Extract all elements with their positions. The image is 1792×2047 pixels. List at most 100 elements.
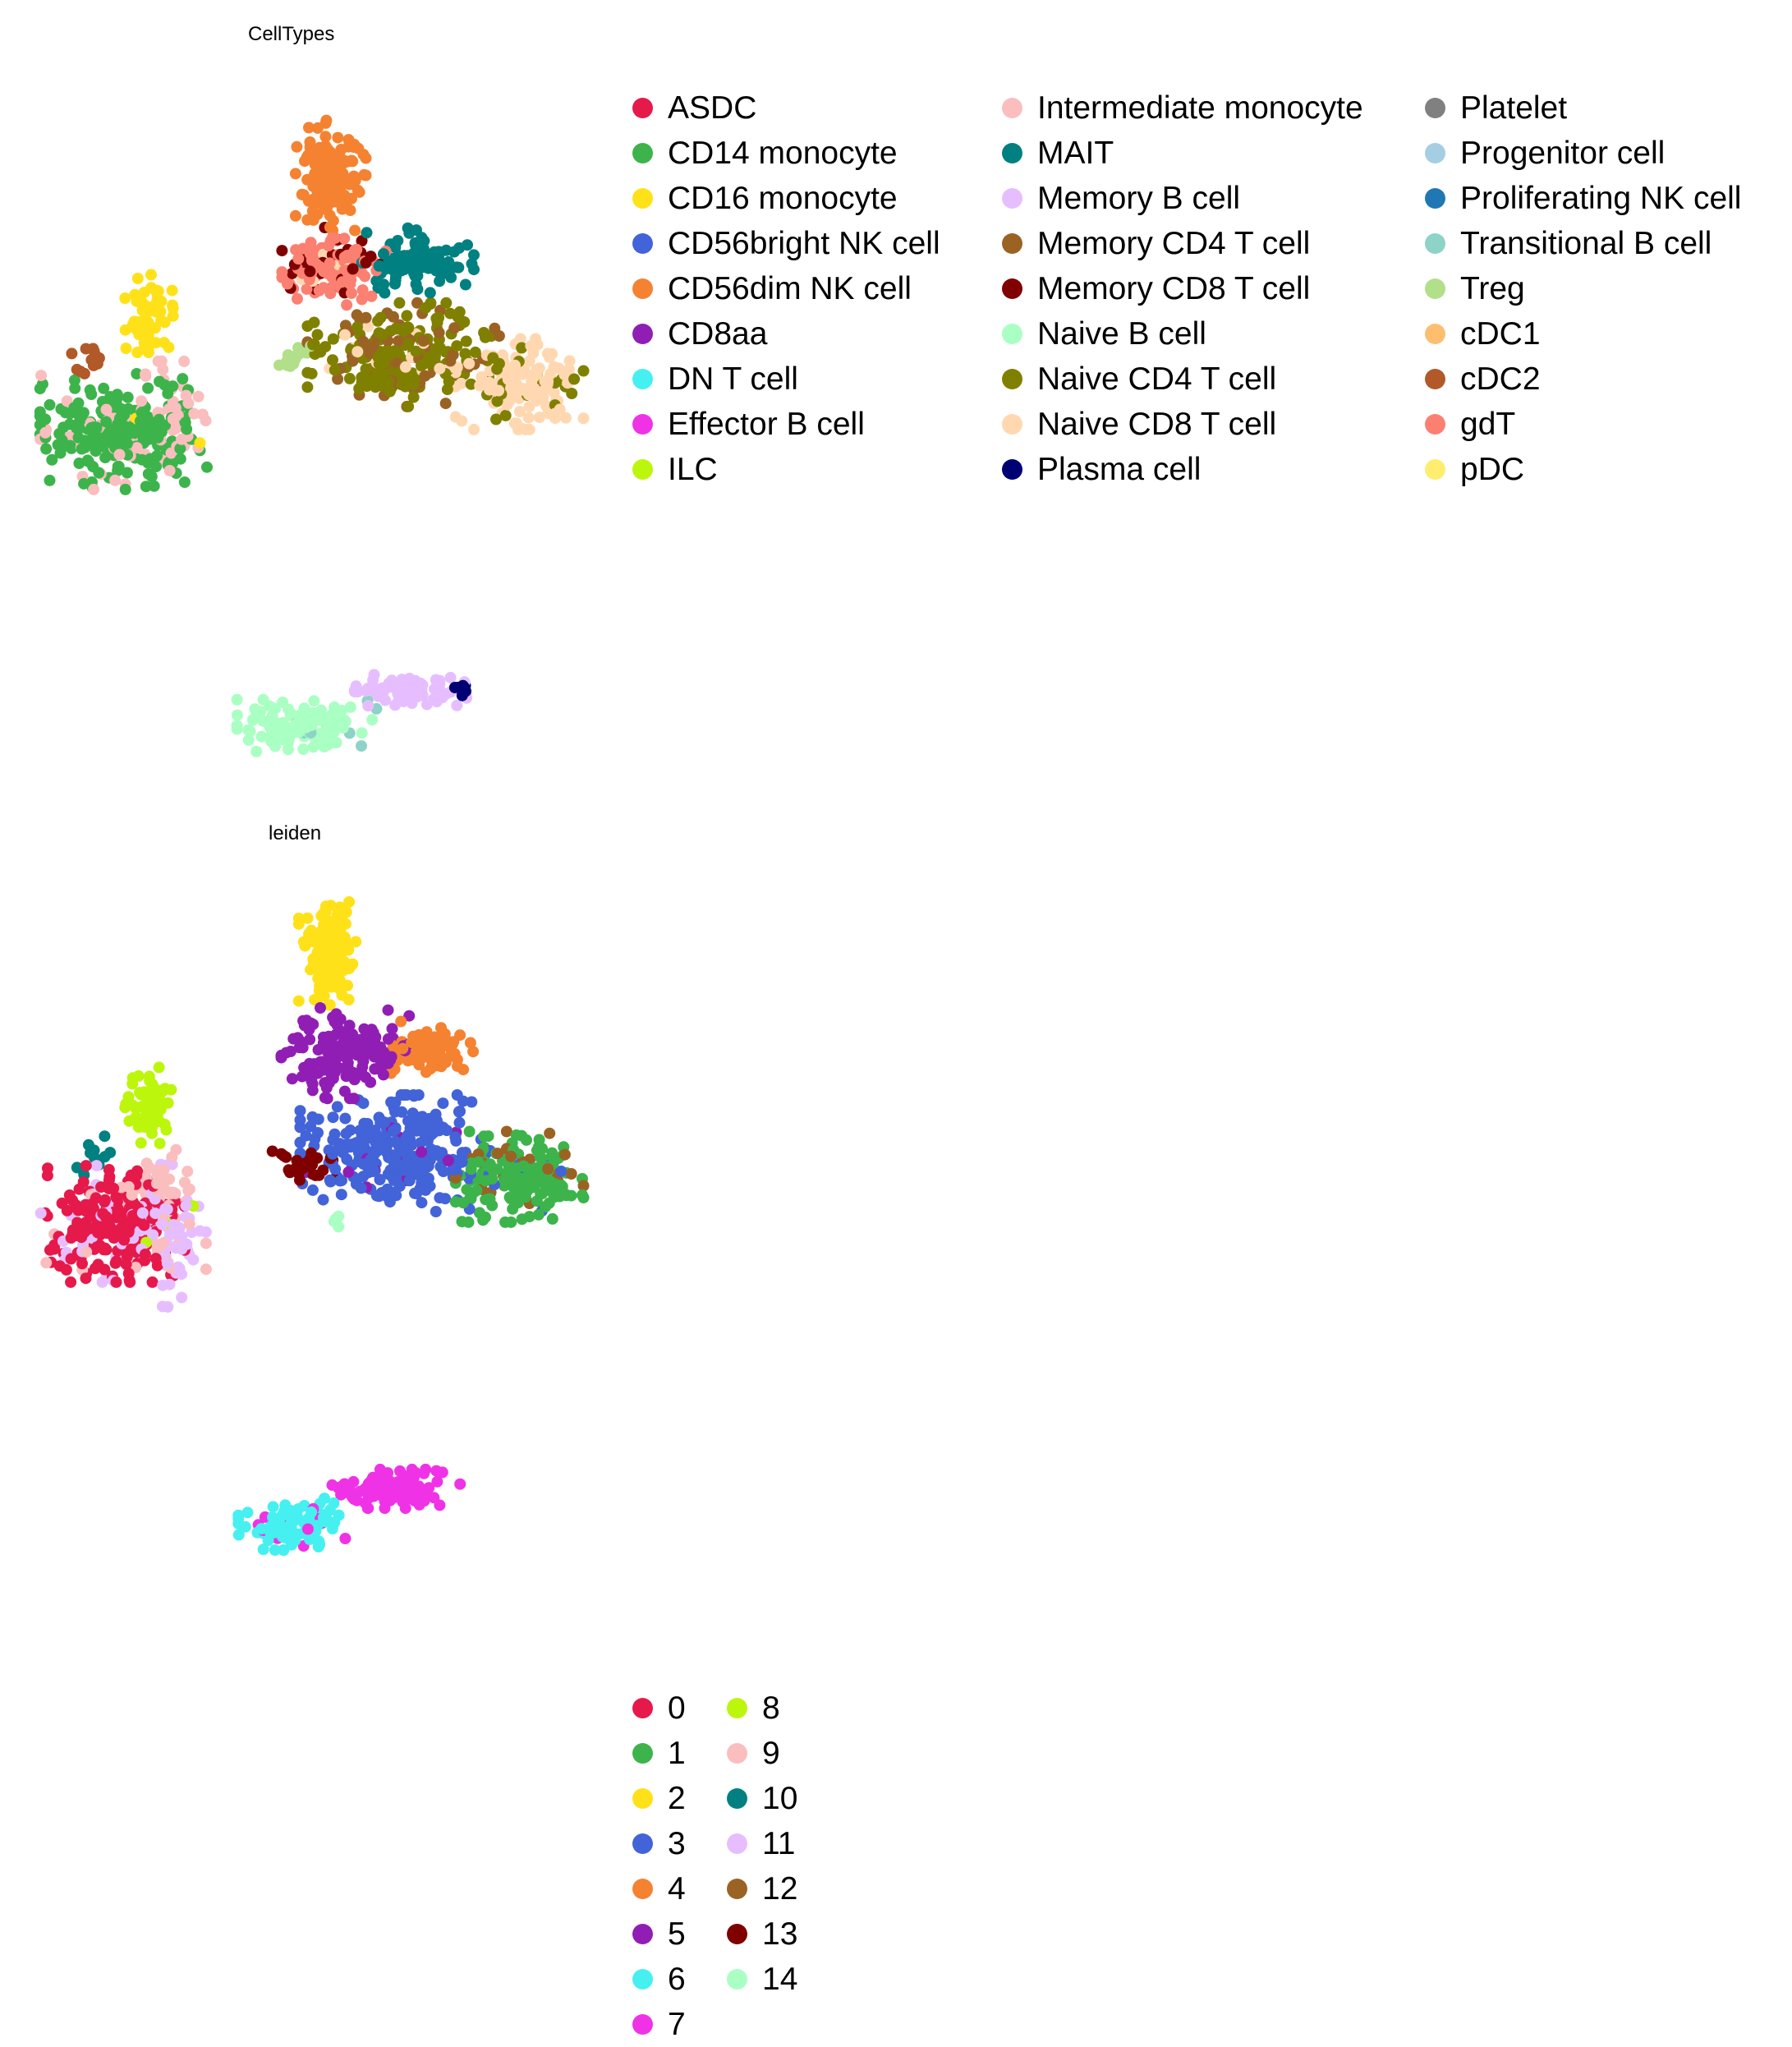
scatter-point-naive-cd4-t-cell	[577, 365, 590, 377]
scatter-point-mait	[403, 227, 416, 239]
legend-item-memory-cd4-t-cell: Memory CD4 T cell	[1002, 221, 1425, 266]
scatter-point-9	[170, 1143, 182, 1156]
scatter-point-gdt	[324, 257, 336, 269]
scatter-point-0	[92, 1226, 104, 1239]
legend-marker	[632, 1698, 653, 1718]
scatter-point-0	[42, 1162, 53, 1175]
scatter-point-naive-cd4-t-cell	[329, 364, 341, 376]
scatter-point-naive-cd8-t-cell	[503, 369, 515, 381]
scatter-point-7	[339, 1533, 352, 1544]
scatter-point-6	[312, 1540, 324, 1552]
legend-marker	[632, 1833, 653, 1854]
scatter-point-6	[257, 1543, 269, 1556]
legend-label: Naive CD4 T cell	[1037, 361, 1277, 397]
legend-item-memory-b-cell: Memory B cell	[1002, 176, 1425, 221]
legend-label: Treg	[1460, 271, 1525, 306]
scatter-point-naive-cd4-t-cell	[487, 352, 499, 364]
scatter-point-6	[268, 1526, 280, 1539]
scatter-point-naive-b-cell	[315, 728, 327, 740]
scatter-point-intermediate-monocyte	[100, 403, 113, 416]
scatter-point-3	[450, 1134, 462, 1147]
scatter-point-memory-cd4-t-cell	[360, 311, 372, 324]
scatter-point-cd14-monocyte	[78, 477, 90, 490]
scatter-point-1	[533, 1134, 545, 1146]
scatter-point-8	[151, 1109, 163, 1121]
scatter-point-0	[139, 1249, 151, 1260]
scatter-point-cd14-monocyte	[154, 427, 166, 439]
scatter-point-mait	[383, 255, 395, 268]
scatter-point-memory-cd8-t-cell	[365, 251, 377, 263]
scatter-point-naive-cd4-t-cell	[319, 341, 332, 353]
legend-marker	[1425, 324, 1445, 344]
scatter-point-5	[286, 1073, 298, 1085]
scatter-point-8	[154, 1138, 166, 1150]
scatter-point-naive-cd8-t-cell	[525, 340, 537, 352]
scatter-point-cd14-monocyte	[40, 443, 53, 455]
scatter-point-8	[146, 1127, 158, 1139]
legend-marker	[1002, 98, 1022, 118]
scatter-point-gdt	[324, 235, 337, 247]
scatter-point-2	[331, 916, 343, 928]
scatter-point-6	[284, 1518, 296, 1530]
scatter-point-11	[156, 1218, 168, 1230]
legend-label: Platelet	[1460, 90, 1568, 126]
scatter-point-2	[304, 930, 315, 942]
scatter-point-naive-cd4-t-cell	[465, 378, 477, 390]
scatter-point-3	[385, 1152, 397, 1164]
scatter-point-cd14-monocyte	[134, 415, 146, 427]
scatter-point-naive-cd4-t-cell	[460, 335, 472, 347]
scatter-point-naive-cd4-t-cell	[343, 372, 356, 384]
scatter-point-naive-cd8-t-cell	[549, 412, 561, 425]
scatter-point-4	[429, 1038, 441, 1051]
scatter-point-cd56dim-nk-cell	[346, 192, 357, 205]
scatter-point-4	[457, 1064, 470, 1076]
scatter-point-7	[454, 1478, 466, 1490]
legend-label: Naive B cell	[1037, 316, 1206, 352]
legend-item-1: 1	[632, 1731, 727, 1776]
scatter-point-naive-b-cell	[231, 693, 243, 706]
scatter-point-13	[292, 1167, 305, 1180]
scatter-point-3	[430, 1206, 442, 1217]
scatter-point-11	[168, 1219, 180, 1230]
scatter-point-5	[331, 1019, 343, 1031]
legend-label: ASDC	[668, 90, 757, 126]
scatter-point-cd14-monocyte	[150, 461, 162, 473]
legend-item-10: 10	[727, 1776, 825, 1821]
scatter-point-13	[305, 1155, 317, 1167]
scatter-point-memory-cd4-t-cell	[419, 370, 431, 382]
legend-item-cd16-monocyte: CD16 monocyte	[632, 176, 1002, 221]
scatter-point-naive-cd4-t-cell	[444, 307, 457, 320]
scatter-point-naive-cd8-t-cell	[362, 320, 374, 333]
scatter-point-1	[516, 1213, 528, 1226]
scatter-point-3	[350, 1178, 362, 1190]
legend-label: 1	[668, 1736, 686, 1771]
scatter-point-cd14-monocyte	[82, 455, 94, 467]
scatter-point-naive-b-cell	[255, 706, 267, 717]
scatter-point-5	[328, 1054, 340, 1066]
legend-label: 13	[762, 1916, 798, 1952]
scatter-point-11	[157, 1279, 169, 1291]
scatter-point-8	[135, 1088, 147, 1101]
scatter-point-1	[505, 1216, 517, 1228]
scatter-point-0	[149, 1253, 162, 1265]
scatter-point-0	[92, 1258, 104, 1271]
scatter-point-naive-cd4-t-cell	[420, 357, 432, 370]
scatter-point-cd56dim-nk-cell	[330, 183, 342, 196]
scatter-point-memory-cd4-t-cell	[339, 320, 352, 332]
scatter-point-0	[146, 1276, 159, 1288]
scatter-point-plasma-cell	[456, 689, 468, 702]
scatter-point-8	[148, 1098, 160, 1111]
scatter-point-0	[60, 1263, 72, 1276]
scatter-point-5	[347, 1028, 359, 1041]
scatter-point-treg	[289, 352, 301, 365]
scatter-point-6	[291, 1511, 303, 1523]
scatter-point-cd14-monocyte	[148, 480, 160, 492]
scatter-point-5	[356, 1066, 368, 1079]
legend-item-3: 3	[632, 1821, 727, 1866]
scatter-point-0	[131, 1165, 144, 1177]
scatter-point-mait	[448, 246, 460, 258]
scatter-point-8	[132, 1121, 145, 1134]
legend-item-12: 12	[727, 1866, 825, 1911]
legend-marker	[1425, 98, 1445, 118]
scatter-point-3	[334, 1175, 347, 1187]
